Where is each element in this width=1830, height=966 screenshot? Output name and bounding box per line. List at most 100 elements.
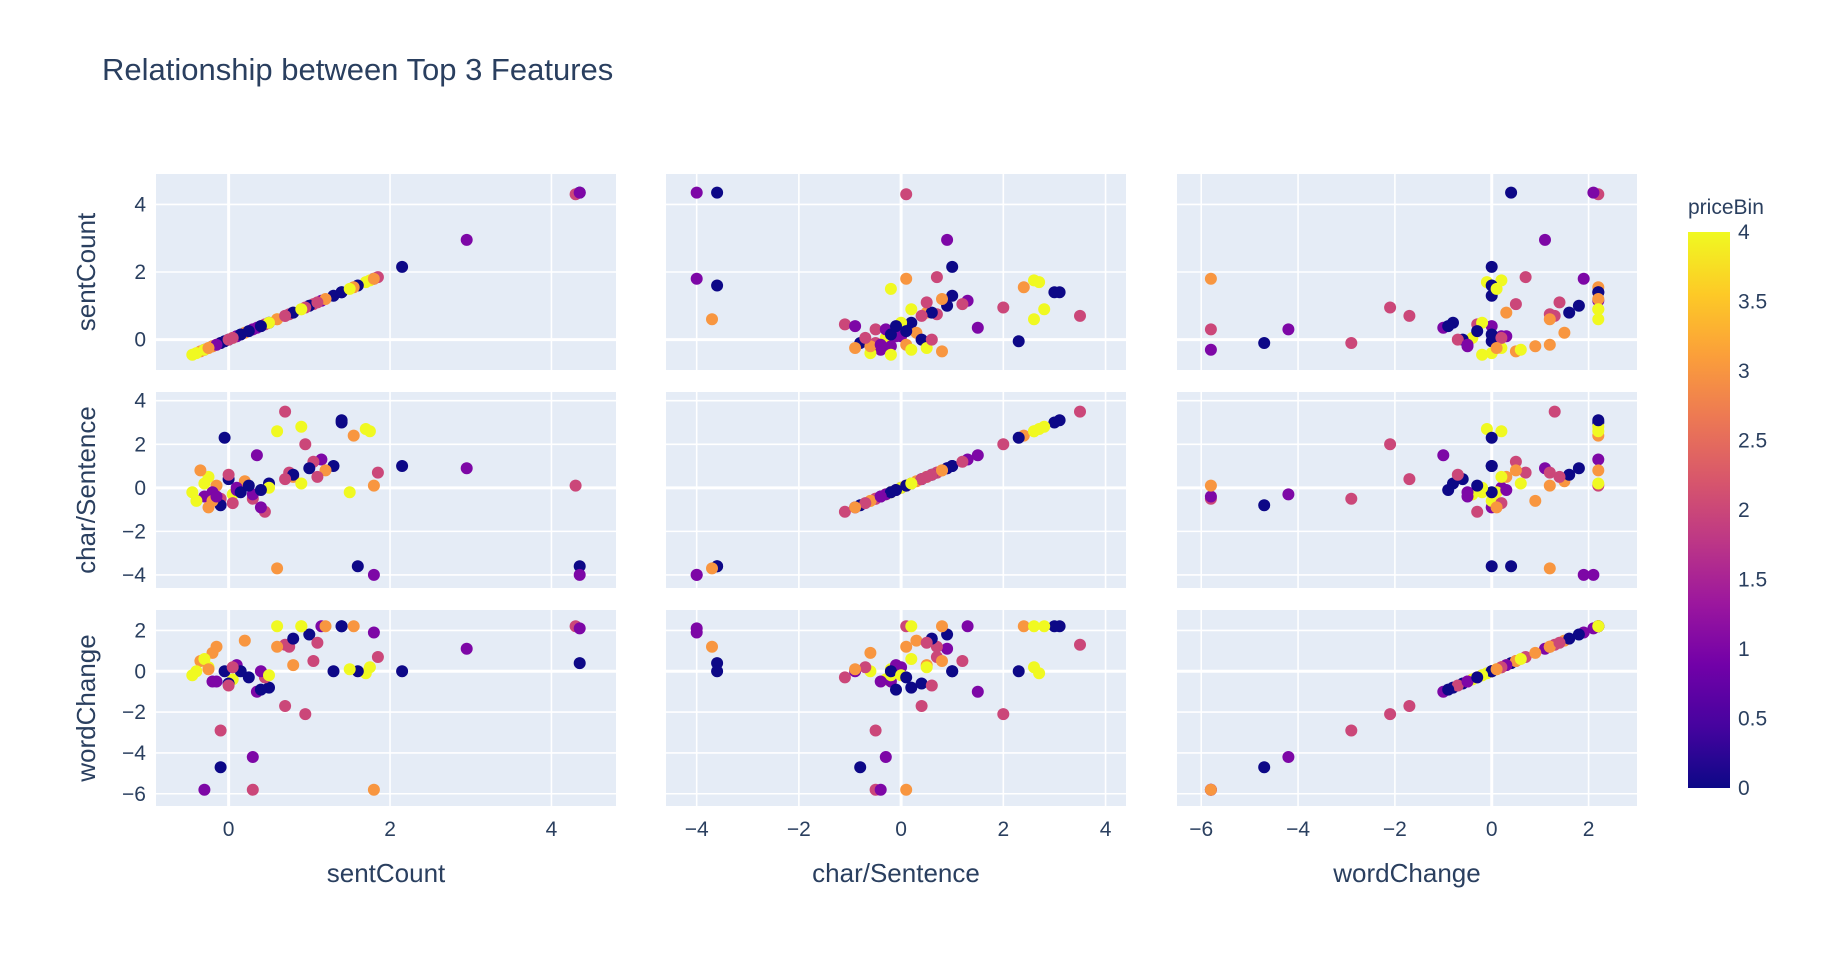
panel-wordChange-vs-char-Sentence: −4 −2 0 2 4 xyxy=(666,610,1126,841)
scatter-point xyxy=(218,431,231,444)
colorbar-gradient xyxy=(1688,232,1730,788)
scatter-point xyxy=(838,318,851,331)
scatter-point xyxy=(1451,679,1464,692)
scatter-point xyxy=(936,345,948,358)
scatter-point xyxy=(186,486,199,499)
scatter-point xyxy=(202,663,215,676)
scatter-point xyxy=(1592,414,1605,427)
scatter-point xyxy=(956,455,969,468)
colorbar-tick-label: 3.5 xyxy=(1738,291,1767,314)
panel-wordChange-vs-sentCount: −6 −4 −2 0 2 0 2 4 xyxy=(122,610,616,841)
scatter-point xyxy=(884,340,897,353)
scatter-point xyxy=(1442,484,1455,496)
scatter-point xyxy=(1572,299,1585,312)
scatter-point xyxy=(1529,340,1542,353)
scatter-point xyxy=(925,306,938,319)
panel-sentCount-vs-sentCount: 0 2 4 xyxy=(134,174,616,370)
scatter-point xyxy=(1563,468,1576,481)
scatter-point xyxy=(222,679,235,692)
scatter-point xyxy=(202,501,215,514)
scatter-point xyxy=(311,470,324,483)
y-tick-label: −2 xyxy=(122,520,146,543)
scatter-point xyxy=(1204,479,1217,492)
scatter-point xyxy=(1592,425,1605,438)
scatter-point xyxy=(961,620,974,633)
chart-title: Relationship between Top 3 Features xyxy=(102,52,613,87)
scatter-point xyxy=(879,751,892,763)
scatter-point xyxy=(859,661,872,674)
x-tick-label: 4 xyxy=(546,818,558,841)
scatter-point xyxy=(271,425,284,438)
scatter-point xyxy=(905,477,918,490)
scatter-point xyxy=(1495,470,1508,483)
plot-background xyxy=(156,610,616,806)
scatter-point xyxy=(936,293,948,305)
scatter-point xyxy=(198,783,211,796)
scatter-point xyxy=(1471,671,1484,684)
scatter-point xyxy=(971,321,984,334)
scatter-point xyxy=(925,333,938,346)
scatter-point xyxy=(997,301,1010,314)
column-axis-titles: sentCount char/Sentence wordChange xyxy=(327,858,1481,888)
scatter-point xyxy=(335,414,348,427)
scatter-point xyxy=(226,661,239,674)
scatter-point xyxy=(295,477,308,490)
scatter-point xyxy=(1384,301,1397,314)
scatter-point xyxy=(869,323,882,336)
scatter-point xyxy=(946,289,959,302)
scatter-point xyxy=(1038,620,1051,633)
scatter-point xyxy=(1509,464,1522,477)
x-tick-label: −2 xyxy=(787,818,811,841)
scatter-point xyxy=(234,486,247,499)
y-axis-title: char/Sentence xyxy=(71,406,101,574)
scatter-point xyxy=(1543,466,1556,479)
scatter-point xyxy=(569,479,582,492)
scatter-point xyxy=(396,260,409,273)
scatter-panels: 0 2 4 −4 −2 0 2 4 −6 −4 −2 0 2 0 2 4 −4 −2 0 2 4 −6 −4 −2 0 2 xyxy=(122,174,1637,841)
scatter-point xyxy=(874,675,887,688)
scatter-point xyxy=(1592,303,1605,316)
scatter-point xyxy=(838,671,851,684)
scatter-point xyxy=(279,700,292,712)
y-axis-title: wordChange xyxy=(71,634,101,782)
y-tick-label: 2 xyxy=(134,433,146,456)
scatter-point xyxy=(1017,620,1030,633)
scatter-point xyxy=(343,486,356,499)
scatter-point xyxy=(287,632,300,645)
scatter-point xyxy=(941,233,954,246)
scatter-point xyxy=(1500,306,1513,319)
scatter-point xyxy=(1553,636,1566,649)
panel-wordChange-vs-wordChange: −6 −4 −2 0 2 xyxy=(1177,610,1637,841)
colorbar-tick-label: 1.5 xyxy=(1738,569,1767,592)
scatter-point xyxy=(920,470,933,483)
scatter-point xyxy=(279,309,292,322)
scatter-point xyxy=(1490,663,1503,676)
scatter-point xyxy=(210,675,223,688)
scatter-point xyxy=(1345,492,1358,505)
scatter-point xyxy=(186,669,199,682)
scatter-point xyxy=(849,320,862,333)
scatter-point xyxy=(1451,333,1464,346)
scatter-point xyxy=(242,671,255,684)
scatter-point xyxy=(1028,425,1040,438)
scatter-point xyxy=(1471,505,1484,518)
scatter-point xyxy=(1074,638,1086,651)
scatter-point xyxy=(1495,331,1508,344)
scatter-point xyxy=(202,342,215,354)
y-tick-label: −2 xyxy=(122,701,146,724)
scatter-point xyxy=(287,659,300,672)
scatter-point xyxy=(186,348,199,361)
scatter-point xyxy=(1282,751,1295,763)
scatter-point xyxy=(311,636,324,649)
x-tick-label: −4 xyxy=(1286,818,1310,841)
scatter-point xyxy=(915,677,928,690)
y-axis-title: sentCount xyxy=(71,212,101,331)
scatter-point xyxy=(311,296,324,309)
scatter-point xyxy=(905,303,918,316)
scatter-point xyxy=(1509,298,1522,311)
scatter-point xyxy=(915,309,928,322)
scatter-point xyxy=(1543,562,1556,575)
scatter-point xyxy=(242,325,255,338)
scatter-point xyxy=(238,634,251,647)
